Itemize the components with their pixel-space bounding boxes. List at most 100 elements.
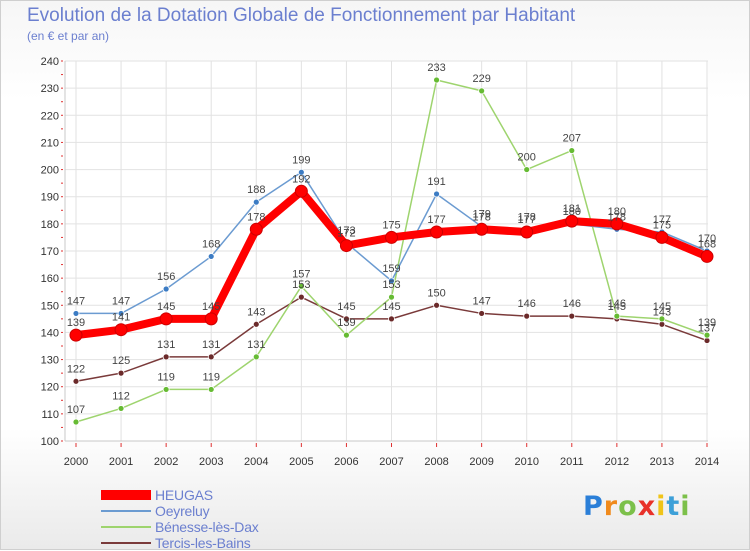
x-tick-label: 2007	[379, 456, 403, 468]
logo-letter: o	[618, 491, 638, 522]
data-label: 139	[67, 317, 85, 329]
data-label: 173	[337, 225, 355, 237]
data-label: 177	[518, 214, 536, 226]
legend-swatch	[101, 510, 151, 512]
data-label: 146	[563, 298, 581, 310]
y-tick-label: 210	[41, 137, 59, 149]
legend-swatch	[101, 490, 151, 500]
data-label: 107	[67, 404, 85, 416]
data-label: 178	[247, 211, 265, 223]
data-point	[568, 147, 576, 154]
data-label: 170	[698, 233, 716, 245]
y-tick-label: 140	[41, 327, 59, 339]
data-label: 180	[563, 206, 581, 218]
x-tick-label: 2010	[514, 456, 538, 468]
data-label: 112	[112, 390, 130, 402]
data-label: 145	[653, 301, 671, 313]
data-point	[297, 293, 305, 301]
data-point	[162, 285, 170, 293]
x-tick-label: 2003	[199, 456, 223, 468]
data-point	[388, 277, 395, 285]
y-tick-label: 180	[41, 219, 59, 231]
data-label: 139	[337, 317, 355, 329]
data-label: 145	[608, 301, 626, 313]
data-label: 191	[427, 176, 445, 188]
data-label: 145	[202, 301, 220, 313]
chart-legend: HEUGAS Oeyreluy Bénesse-lès-Dax Tercis-les-…	[101, 487, 259, 551]
data-point	[207, 353, 215, 361]
data-label: 119	[202, 371, 220, 383]
data-point	[475, 222, 489, 236]
data-point	[703, 331, 711, 339]
x-tick-label: 2009	[469, 456, 493, 468]
data-label: 156	[157, 271, 175, 283]
y-tick-label: 230	[41, 83, 59, 95]
legend-item: Bénesse-lès-Dax	[101, 519, 259, 535]
legend-item: Oeyreluy	[101, 503, 259, 519]
x-tick-label: 2001	[109, 456, 133, 468]
data-point	[343, 331, 350, 339]
data-point	[207, 253, 215, 260]
data-point	[204, 312, 218, 326]
data-label: 147	[472, 295, 490, 307]
data-label: 229	[472, 73, 490, 85]
data-label: 137	[698, 323, 716, 335]
x-tick-label: 2006	[334, 456, 358, 468]
data-label: 168	[698, 238, 716, 250]
legend-label: Oeyreluy	[155, 503, 210, 519]
data-label: 168	[202, 238, 220, 250]
data-label: 178	[608, 211, 626, 223]
logo-letter: r	[603, 491, 619, 522]
data-point	[478, 310, 486, 317]
data-point	[159, 312, 173, 326]
data-label: 145	[382, 301, 400, 313]
data-point	[478, 87, 486, 95]
data-point	[114, 323, 128, 337]
data-label: 122	[67, 363, 85, 375]
data-point	[297, 282, 305, 290]
x-tick-label: 2012	[605, 456, 629, 468]
data-point	[655, 230, 669, 244]
data-label: 153	[292, 279, 310, 291]
x-tick-label: 2002	[154, 456, 178, 468]
data-label: 143	[653, 306, 671, 318]
data-label: 146	[608, 298, 626, 310]
data-point	[252, 353, 260, 361]
data-label: 233	[427, 62, 445, 74]
logo-letter: t	[666, 491, 681, 522]
data-point	[568, 312, 576, 320]
data-label: 131	[202, 339, 220, 351]
data-point	[430, 225, 444, 239]
data-label: 177	[427, 214, 445, 226]
data-point	[252, 320, 260, 328]
y-tick-label: 120	[41, 382, 59, 394]
data-label: 207	[563, 133, 581, 145]
data-point	[249, 222, 263, 236]
legend-swatch	[101, 526, 151, 528]
data-point	[523, 166, 531, 173]
data-label: 153	[382, 279, 400, 291]
y-tick-label: 110	[41, 409, 59, 421]
data-label: 147	[67, 295, 85, 307]
y-tick-label: 240	[41, 56, 59, 68]
data-label: 125	[112, 355, 130, 367]
data-label: 143	[247, 306, 265, 318]
data-point	[117, 310, 125, 317]
y-tick-label: 100	[41, 436, 59, 448]
y-tick-label: 220	[41, 110, 59, 122]
data-label: 141	[112, 312, 130, 324]
data-label: 192	[292, 173, 310, 185]
data-point	[162, 353, 170, 361]
data-point	[565, 214, 579, 228]
data-label: 178	[518, 211, 536, 223]
data-label: 131	[157, 339, 175, 351]
data-point	[388, 315, 395, 323]
legend-label: Bénesse-lès-Dax	[155, 519, 259, 535]
proxiti-logo: Proxiti	[583, 491, 691, 522]
data-point	[339, 239, 353, 253]
data-label: 178	[472, 211, 490, 223]
data-label: 180	[608, 206, 626, 218]
data-label: 177	[653, 214, 671, 226]
data-point	[433, 76, 440, 84]
